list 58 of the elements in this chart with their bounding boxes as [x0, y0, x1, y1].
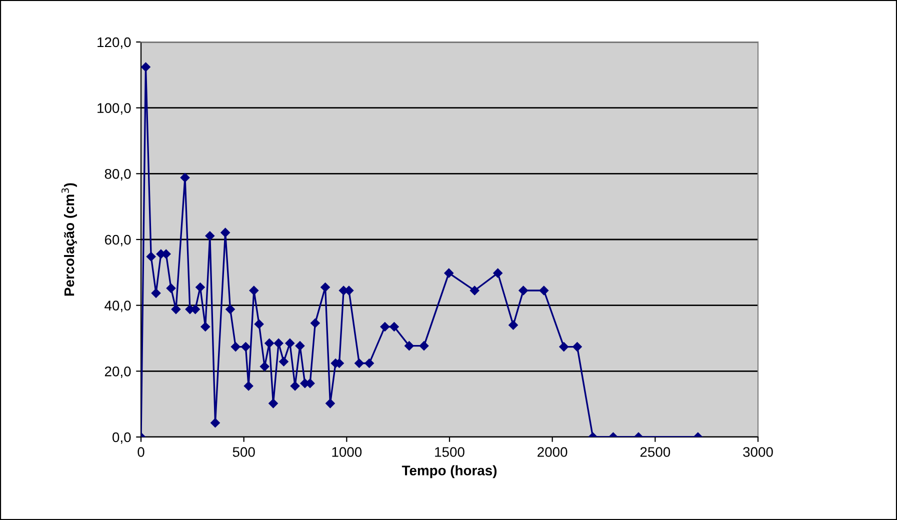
point	[508, 320, 518, 330]
point	[354, 358, 364, 368]
y-tick-label: 20,0	[104, 366, 131, 378]
point	[470, 286, 480, 296]
point	[493, 268, 502, 278]
point	[290, 381, 300, 391]
point	[518, 286, 528, 296]
point	[180, 172, 190, 182]
point	[274, 338, 284, 348]
x-tick-label: 0	[138, 447, 144, 457]
point	[295, 341, 305, 350]
x-axis-title: Tempo (horas)	[402, 465, 497, 478]
point	[244, 381, 254, 391]
y-axis-title: Percolação (cm$^{3}$)	[62, 183, 77, 296]
y-tick-label: 40,0	[104, 300, 131, 312]
point	[166, 284, 176, 293]
point	[171, 304, 181, 314]
y-tick-label: 0,0	[112, 432, 131, 444]
y-tick-label: 100,0	[98, 103, 131, 115]
point	[572, 342, 582, 352]
point	[264, 338, 274, 348]
y-tick-label: 80,0	[104, 169, 131, 180]
x-tick-label: 1000	[332, 447, 362, 457]
point	[260, 362, 270, 372]
point	[444, 268, 454, 278]
point	[390, 322, 399, 332]
point	[268, 398, 278, 408]
x-tick-label: 2500	[640, 447, 670, 457]
point	[151, 288, 161, 298]
point	[326, 398, 335, 408]
point	[241, 342, 250, 352]
point	[220, 228, 230, 238]
point	[230, 342, 240, 352]
x-tick-label: 500	[232, 447, 255, 457]
point	[146, 252, 156, 262]
y-tick-label: 120,0	[98, 37, 131, 49]
point	[364, 358, 374, 368]
point	[310, 318, 320, 328]
point	[279, 356, 288, 366]
point	[200, 322, 210, 332]
point	[559, 342, 568, 352]
point	[539, 286, 549, 296]
x-tick-label: 3000	[743, 447, 773, 457]
point	[419, 341, 429, 350]
x-tick-label: 1500	[435, 447, 464, 457]
point	[205, 231, 215, 241]
point	[285, 338, 295, 348]
point	[196, 282, 205, 292]
point	[380, 322, 390, 332]
point	[141, 62, 150, 72]
point	[249, 286, 259, 296]
point	[254, 319, 264, 329]
y-tick-label: 60,0	[104, 234, 131, 246]
point	[320, 282, 330, 292]
point	[404, 341, 414, 350]
point	[226, 304, 235, 314]
point	[210, 418, 220, 428]
x-tick-label: 2000	[538, 447, 568, 457]
